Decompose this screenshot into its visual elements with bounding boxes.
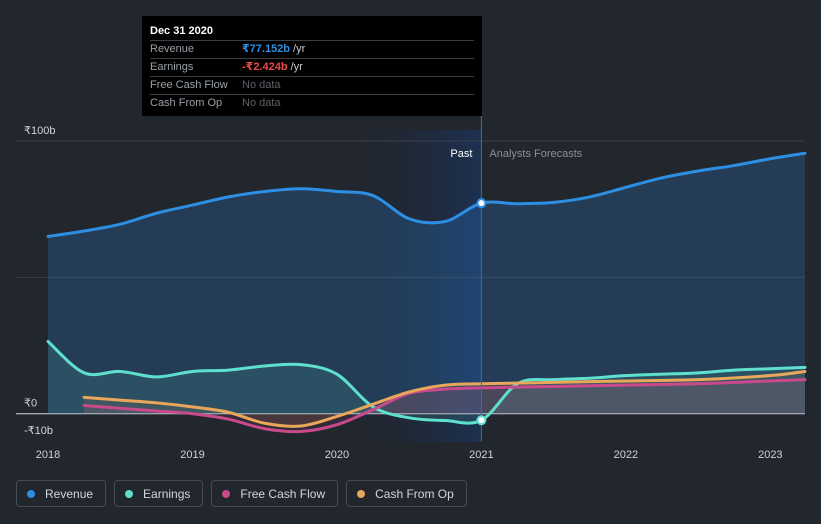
legend-label: Free Cash Flow [240,486,326,501]
tooltip-row-cfo: Cash From Op No data [150,94,474,112]
y-axis-label: ₹100b [24,125,55,137]
grid [16,140,805,415]
y-axis-label: -₹10b [24,425,53,437]
legend-dot [27,489,35,498]
legend-label: Revenue [45,486,94,501]
x-axis-label: 2022 [614,449,638,461]
tooltip-label: Free Cash Flow [150,79,228,91]
legend-label: Cash From Op [375,486,454,501]
revenue-line [46,151,807,238]
legend: Revenue Earnings Free Cash Flow Cash Fro… [16,480,467,509]
tooltip-unit: /yr [293,43,306,55]
tooltip-label: Earnings [150,61,194,73]
past-highlight [337,130,482,442]
earnings-area [48,341,805,424]
free-cash-flow-area [84,379,806,432]
tooltip-date: Dec 31 2020 [150,25,213,37]
legend-item-cash-from-op[interactable]: Cash From Op [346,480,467,507]
earnings-marker [476,415,487,426]
legend-label: Earnings [143,486,191,501]
revenue-area [48,153,805,414]
earnings-line [46,339,807,425]
legend-item-free-cash-flow[interactable]: Free Cash Flow [211,480,339,507]
forecast-label: Analysts Forecasts [489,148,582,160]
y-axis-label: ₹0 [24,398,37,410]
legend-item-earnings[interactable]: Earnings [114,480,204,507]
legend-dot [222,489,231,498]
series-lines [46,151,807,434]
tooltip-value: ₹77.152b [242,43,291,55]
x-axis-label: 2019 [180,449,204,461]
tooltip-label: Cash From Op [150,97,223,109]
tooltip-row-earnings: Earnings -₹2.424b /yr [150,58,474,76]
legend-item-revenue[interactable]: Revenue [16,480,107,507]
tooltip-label: Revenue [150,43,195,55]
x-axis-label: 2018 [36,449,60,461]
tooltip-unit: /yr [290,61,303,73]
legend-dot [125,489,134,498]
x-axis-label: 2021 [469,449,493,461]
point-markers [476,198,487,426]
cash-from-op-line [82,369,807,428]
x-axis-label: 2023 [758,449,782,461]
free-cash-flow-line [82,378,807,434]
revenue-marker [476,198,487,209]
chart-area: ₹100b ₹0 -₹10b 2018 2019 2020 2021 2022 2023 Pas… [16,116,807,461]
tooltip-value: No data [242,79,281,91]
x-axis-label: 2020 [325,449,349,461]
past-label: Past [450,148,472,160]
tooltip-row-revenue: Revenue ₹77.152b /yr [150,40,474,58]
legend-dot [357,489,366,498]
tooltip-row-fcf: Free Cash Flow No data [150,76,474,94]
axis-labels: ₹100b ₹0 -₹10b 2018 2019 2020 2021 2022 2023 [24,125,783,461]
tooltip-value: -₹2.424b [242,61,288,73]
tooltip-value: No data [242,97,281,109]
tooltip: Dec 31 2020 Revenue ₹77.152b /yr Earning… [142,16,482,116]
